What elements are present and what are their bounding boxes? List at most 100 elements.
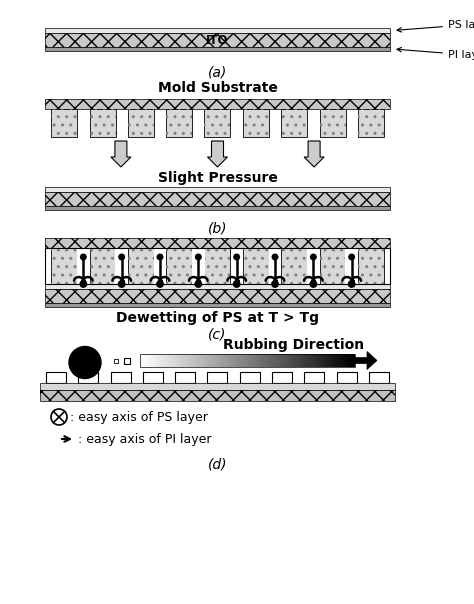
Bar bbox=[128, 248, 154, 284]
Bar bbox=[243, 109, 269, 137]
Bar bbox=[262, 354, 266, 367]
Bar bbox=[316, 354, 319, 367]
Bar bbox=[226, 354, 230, 367]
Bar bbox=[194, 354, 198, 367]
Bar bbox=[298, 354, 302, 367]
Bar bbox=[255, 354, 259, 367]
Bar bbox=[251, 354, 255, 367]
Bar bbox=[166, 109, 192, 137]
Bar bbox=[45, 289, 390, 303]
Bar bbox=[283, 354, 287, 367]
Bar bbox=[337, 372, 356, 383]
Bar bbox=[309, 354, 312, 367]
Bar bbox=[319, 354, 323, 367]
Bar bbox=[143, 372, 163, 383]
Bar bbox=[45, 206, 390, 210]
Bar bbox=[358, 109, 384, 137]
Text: PI layer: PI layer bbox=[397, 48, 474, 60]
Bar bbox=[312, 354, 316, 367]
Text: (d): (d) bbox=[208, 457, 227, 471]
Bar bbox=[351, 354, 356, 367]
Circle shape bbox=[233, 281, 240, 288]
Bar bbox=[281, 109, 307, 137]
Bar bbox=[175, 372, 195, 383]
Bar bbox=[166, 248, 192, 284]
Circle shape bbox=[310, 281, 317, 288]
Bar bbox=[151, 354, 155, 367]
Circle shape bbox=[349, 254, 355, 260]
Bar bbox=[358, 248, 384, 284]
Bar bbox=[45, 192, 390, 206]
Text: : easy axis of PI layer: : easy axis of PI layer bbox=[78, 432, 211, 446]
Bar bbox=[212, 354, 216, 367]
Polygon shape bbox=[208, 141, 228, 167]
Bar bbox=[201, 354, 205, 367]
Bar bbox=[183, 354, 187, 367]
Bar bbox=[204, 248, 230, 284]
Bar bbox=[326, 354, 330, 367]
Bar bbox=[323, 354, 327, 367]
Bar bbox=[346, 248, 358, 284]
Circle shape bbox=[234, 254, 239, 260]
Bar bbox=[147, 354, 151, 367]
Bar bbox=[301, 354, 305, 367]
Bar bbox=[319, 248, 346, 284]
Bar bbox=[78, 372, 99, 383]
Bar bbox=[45, 99, 390, 109]
Text: ITO: ITO bbox=[206, 33, 229, 47]
Bar bbox=[45, 238, 390, 248]
Bar bbox=[258, 354, 262, 367]
Bar bbox=[208, 354, 212, 367]
Bar bbox=[51, 109, 77, 137]
Text: Dewetting of PS at T > Tg: Dewetting of PS at T > Tg bbox=[116, 311, 319, 325]
Bar bbox=[243, 109, 269, 137]
Bar bbox=[124, 358, 130, 364]
Bar bbox=[40, 390, 395, 401]
Bar bbox=[204, 109, 230, 137]
Text: (a): (a) bbox=[208, 65, 227, 79]
Circle shape bbox=[272, 281, 278, 288]
Bar bbox=[341, 354, 345, 367]
Bar bbox=[330, 354, 334, 367]
Bar bbox=[305, 354, 309, 367]
Circle shape bbox=[157, 254, 163, 260]
Bar bbox=[128, 109, 154, 137]
Circle shape bbox=[195, 281, 201, 288]
Bar bbox=[166, 109, 192, 137]
Bar bbox=[187, 354, 191, 367]
Bar bbox=[46, 372, 66, 383]
Bar bbox=[247, 354, 252, 367]
Bar bbox=[169, 354, 173, 367]
Bar bbox=[307, 248, 319, 284]
Bar bbox=[344, 354, 348, 367]
Bar bbox=[144, 354, 148, 367]
Text: (c): (c) bbox=[208, 328, 227, 342]
Bar bbox=[51, 248, 77, 284]
Bar bbox=[140, 354, 355, 367]
Bar bbox=[273, 354, 277, 367]
Text: PS layer: PS layer bbox=[397, 19, 474, 32]
Bar bbox=[294, 354, 298, 367]
Bar bbox=[243, 248, 269, 284]
Bar bbox=[40, 390, 395, 401]
Bar bbox=[116, 248, 128, 284]
Bar bbox=[291, 354, 294, 367]
Text: (b): (b) bbox=[208, 222, 227, 236]
Bar bbox=[190, 354, 194, 367]
Bar bbox=[269, 248, 281, 284]
Circle shape bbox=[118, 281, 125, 288]
Bar bbox=[240, 354, 245, 367]
Circle shape bbox=[157, 281, 163, 288]
Circle shape bbox=[196, 254, 201, 260]
Bar bbox=[180, 354, 183, 367]
Bar bbox=[281, 248, 307, 284]
Bar bbox=[269, 354, 273, 367]
Bar bbox=[334, 354, 337, 367]
Text: : easy axis of PS layer: : easy axis of PS layer bbox=[70, 411, 208, 423]
Bar bbox=[45, 47, 390, 51]
Bar bbox=[45, 238, 390, 248]
Bar bbox=[243, 248, 269, 284]
Bar bbox=[219, 354, 223, 367]
Bar bbox=[272, 372, 292, 383]
Bar bbox=[265, 354, 270, 367]
